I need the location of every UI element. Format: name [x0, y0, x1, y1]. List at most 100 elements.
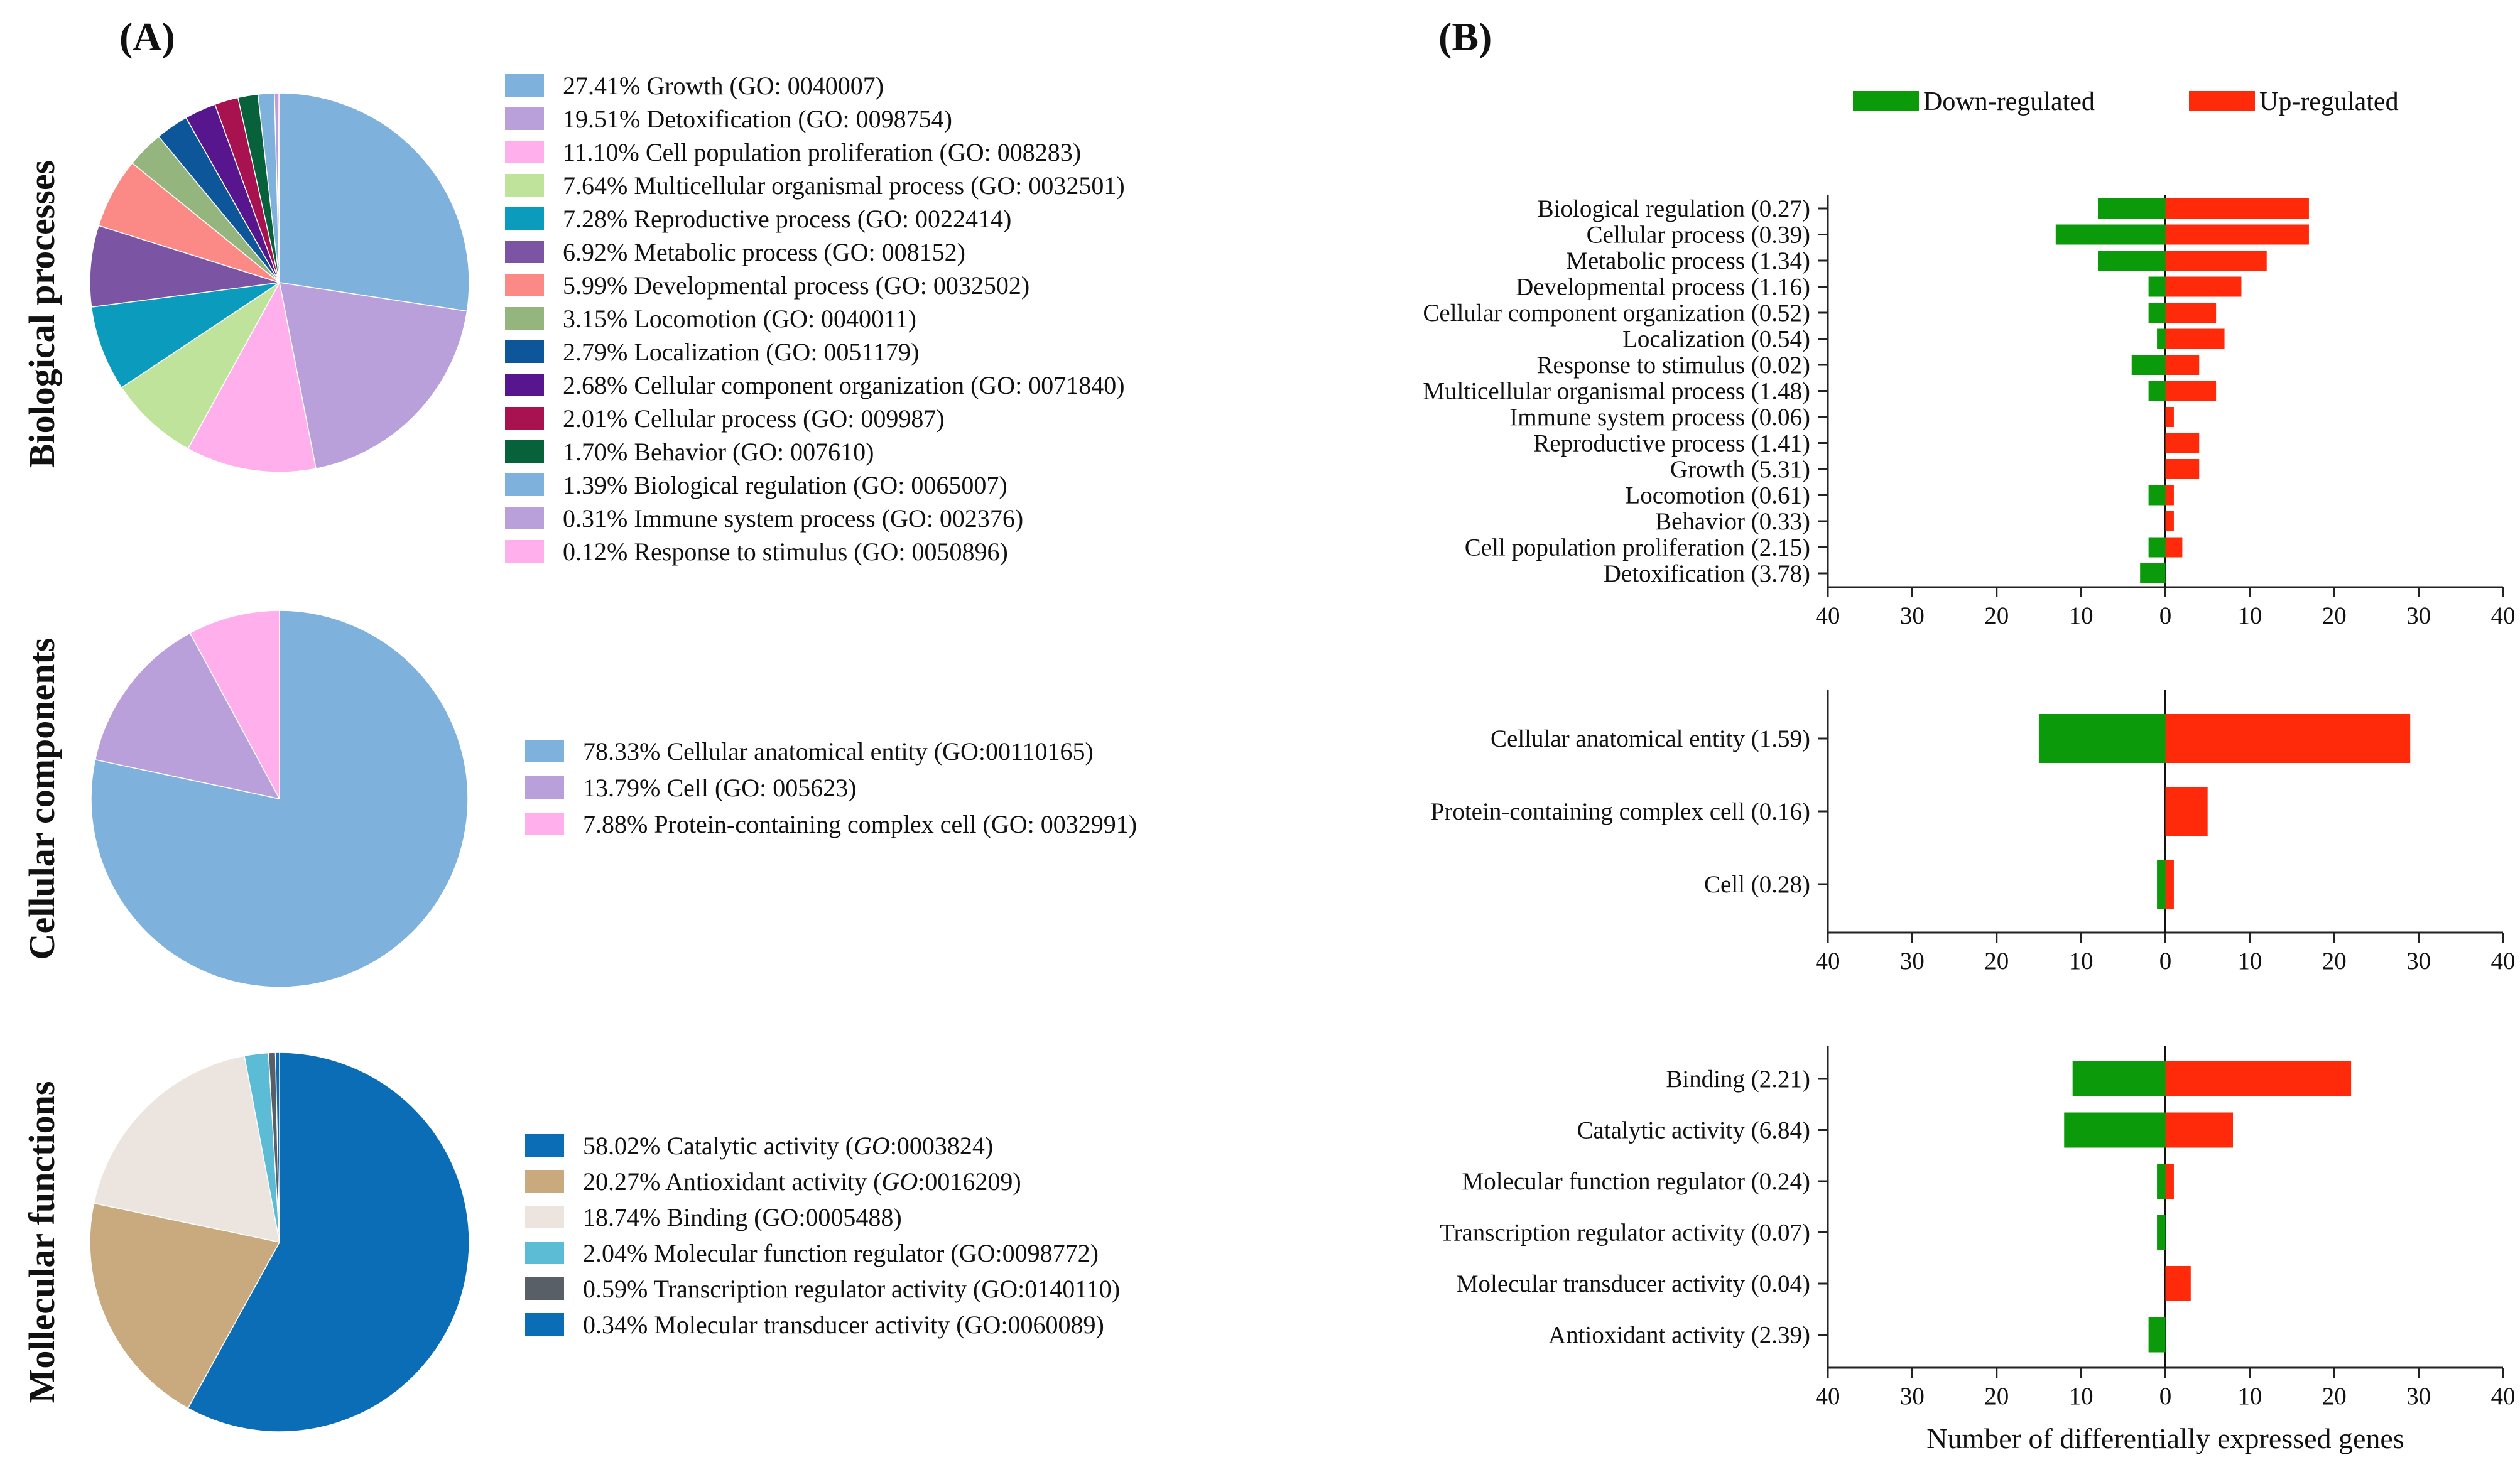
x-tick-label: 20 — [2322, 1383, 2347, 1410]
category-label: Immune system process (0.06) — [1509, 404, 1810, 431]
legend-swatch — [505, 141, 544, 163]
category-label: Transcription regulator activity (0.07) — [1440, 1220, 1810, 1247]
legend-label: 18.74% Binding (GO:0005488) — [583, 1203, 902, 1231]
bar-down — [2157, 1164, 2166, 1199]
legend-label: 2.04% Molecular function regulator (GO:0… — [583, 1239, 1099, 1267]
legend-label: 0.12% Response to stimulus (GO: 0050896) — [563, 538, 1008, 566]
legend-swatch — [505, 107, 544, 130]
legend-label: 2.01% Cellular process (GO: 009987) — [563, 404, 945, 433]
legend-label: 13.79% Cell (GO: 005623) — [583, 774, 857, 802]
bar-down — [2064, 1112, 2166, 1148]
x-tick-label: 40 — [2491, 1383, 2516, 1410]
category-label: Growth (5.31) — [1670, 456, 1810, 483]
bar-down — [2131, 355, 2166, 375]
category-label: Locomotion (0.61) — [1625, 482, 1810, 509]
legend-swatch — [505, 440, 544, 463]
bar-up — [2165, 407, 2174, 427]
legend-label: 7.88% Protein-containing complex cell (G… — [583, 810, 1137, 838]
bar-down — [2148, 276, 2166, 297]
legend-label: 78.33% Cellular anatomical entity (GO:00… — [583, 737, 1094, 766]
bar-up — [2165, 381, 2217, 401]
bar-up — [2165, 459, 2200, 479]
bar-down — [2157, 1215, 2166, 1250]
legend-label: 2.68% Cellular component organization (G… — [563, 371, 1125, 399]
legend-swatch — [505, 407, 544, 430]
category-label: Protein-containing complex cell (0.16) — [1431, 798, 1810, 825]
bar-down — [2098, 198, 2166, 219]
legend-swatch — [505, 74, 544, 97]
legend-label: 58.02% Catalytic activity (GO:0003824) — [583, 1132, 993, 1160]
x-tick-label: 10 — [2069, 1383, 2094, 1410]
category-label: Response to stimulus (0.02) — [1537, 352, 1811, 379]
pie-slice — [187, 1052, 470, 1432]
category-label: Biological regulation (0.27) — [1538, 195, 1810, 222]
legend-swatch — [525, 1242, 564, 1264]
bar-up — [2165, 537, 2183, 558]
legend-swatch — [505, 374, 544, 396]
legend-swatch — [505, 540, 544, 563]
legend-label: 6.92% Metabolic process (GO: 008152) — [563, 238, 965, 266]
legend-swatch — [505, 507, 544, 529]
bar-down — [2038, 714, 2166, 763]
x-tick-label: 0 — [2159, 948, 2172, 975]
category-label: Catalytic activity (6.84) — [1577, 1117, 1810, 1144]
pie-slice — [189, 610, 280, 799]
legend-swatch — [505, 174, 544, 197]
legend-label: 7.28% Reproductive process (GO: 0022414) — [563, 205, 1011, 233]
x-tick-label: 40 — [1816, 948, 1840, 975]
panel-a-label: (A) — [119, 14, 175, 59]
bar-up — [2165, 433, 2200, 453]
bar-down — [2148, 485, 2166, 506]
x-axis-title: Number of differentially expressed genes — [1926, 1422, 2404, 1454]
x-tick-label: 30 — [2406, 1383, 2431, 1410]
x-tick-label: 10 — [2069, 602, 2094, 629]
pie-slice — [279, 92, 470, 312]
legend-swatch — [505, 473, 544, 496]
pie-slice — [89, 1203, 281, 1409]
x-tick-label: 10 — [2069, 948, 2094, 975]
bar-down — [2148, 381, 2166, 401]
row-title: Mollecular functions — [21, 1081, 62, 1404]
pie-slice — [279, 282, 468, 470]
bar-up — [2165, 224, 2309, 245]
x-tick-label: 20 — [1984, 602, 2009, 629]
category-label: Cellular component organization (0.52) — [1423, 300, 1810, 327]
mf_bar-group: 40 30 20 10 0 10 20 30 40 Binding (2.21) Catalytic… — [1440, 1046, 2516, 1454]
bar-charts: 40 30 20 10 0 10 20 30 40 Biological regulation (… — [1423, 87, 2515, 1454]
legend-swatch — [505, 340, 544, 363]
bar-up — [2165, 303, 2217, 323]
pie-slice — [121, 282, 280, 450]
legend-label: 27.41% Growth (GO: 0040007) — [563, 72, 884, 100]
legend-label: 2.79% Localization (GO: 0051179) — [563, 338, 919, 366]
bar-down — [2157, 860, 2166, 909]
bar-up — [2165, 276, 2242, 297]
x-tick-label: 10 — [2237, 602, 2262, 629]
row-title: Cellular components — [21, 638, 62, 960]
x-tick-label: 40 — [2491, 948, 2516, 975]
panel-b-label: (B) — [1438, 14, 1492, 59]
legend-label: 5.99% Developmental process (GO: 0032502… — [563, 271, 1029, 300]
category-label: Cell population proliferation (2.15) — [1465, 534, 1810, 561]
category-label: Detoxification (3.78) — [1604, 560, 1810, 587]
mf_pie-group: Mollecular functions 58.02% Catalytic act… — [21, 1052, 1120, 1432]
bar-down — [2148, 537, 2166, 558]
legend-swatch — [505, 241, 544, 263]
x-tick-label: 20 — [2322, 602, 2347, 629]
legend-label: Up-regulated — [2259, 87, 2399, 116]
legend-label: 1.70% Behavior (GO: 007610) — [563, 438, 874, 466]
pie-slice — [277, 92, 280, 283]
bar-down — [2157, 328, 2166, 349]
bar-down — [2140, 563, 2166, 583]
category-label: Localization (0.54) — [1622, 326, 1810, 353]
category-label: Multicellular organismal process (1.48) — [1423, 378, 1810, 405]
cc_bar-group: 40 30 20 10 0 10 20 30 40 Cellular anatomical ent… — [1431, 690, 2516, 975]
legend-label: 1.39% Biological regulation (GO: 0065007… — [563, 471, 1007, 499]
pie-slice — [90, 282, 280, 389]
bar-up — [2165, 511, 2174, 531]
legend-swatch — [505, 307, 544, 330]
legend-swatch — [525, 776, 564, 799]
pie-slice — [93, 1055, 280, 1243]
legend-label: 0.59% Transcription regulator activity (… — [583, 1275, 1120, 1303]
bar-up — [2165, 1266, 2191, 1301]
